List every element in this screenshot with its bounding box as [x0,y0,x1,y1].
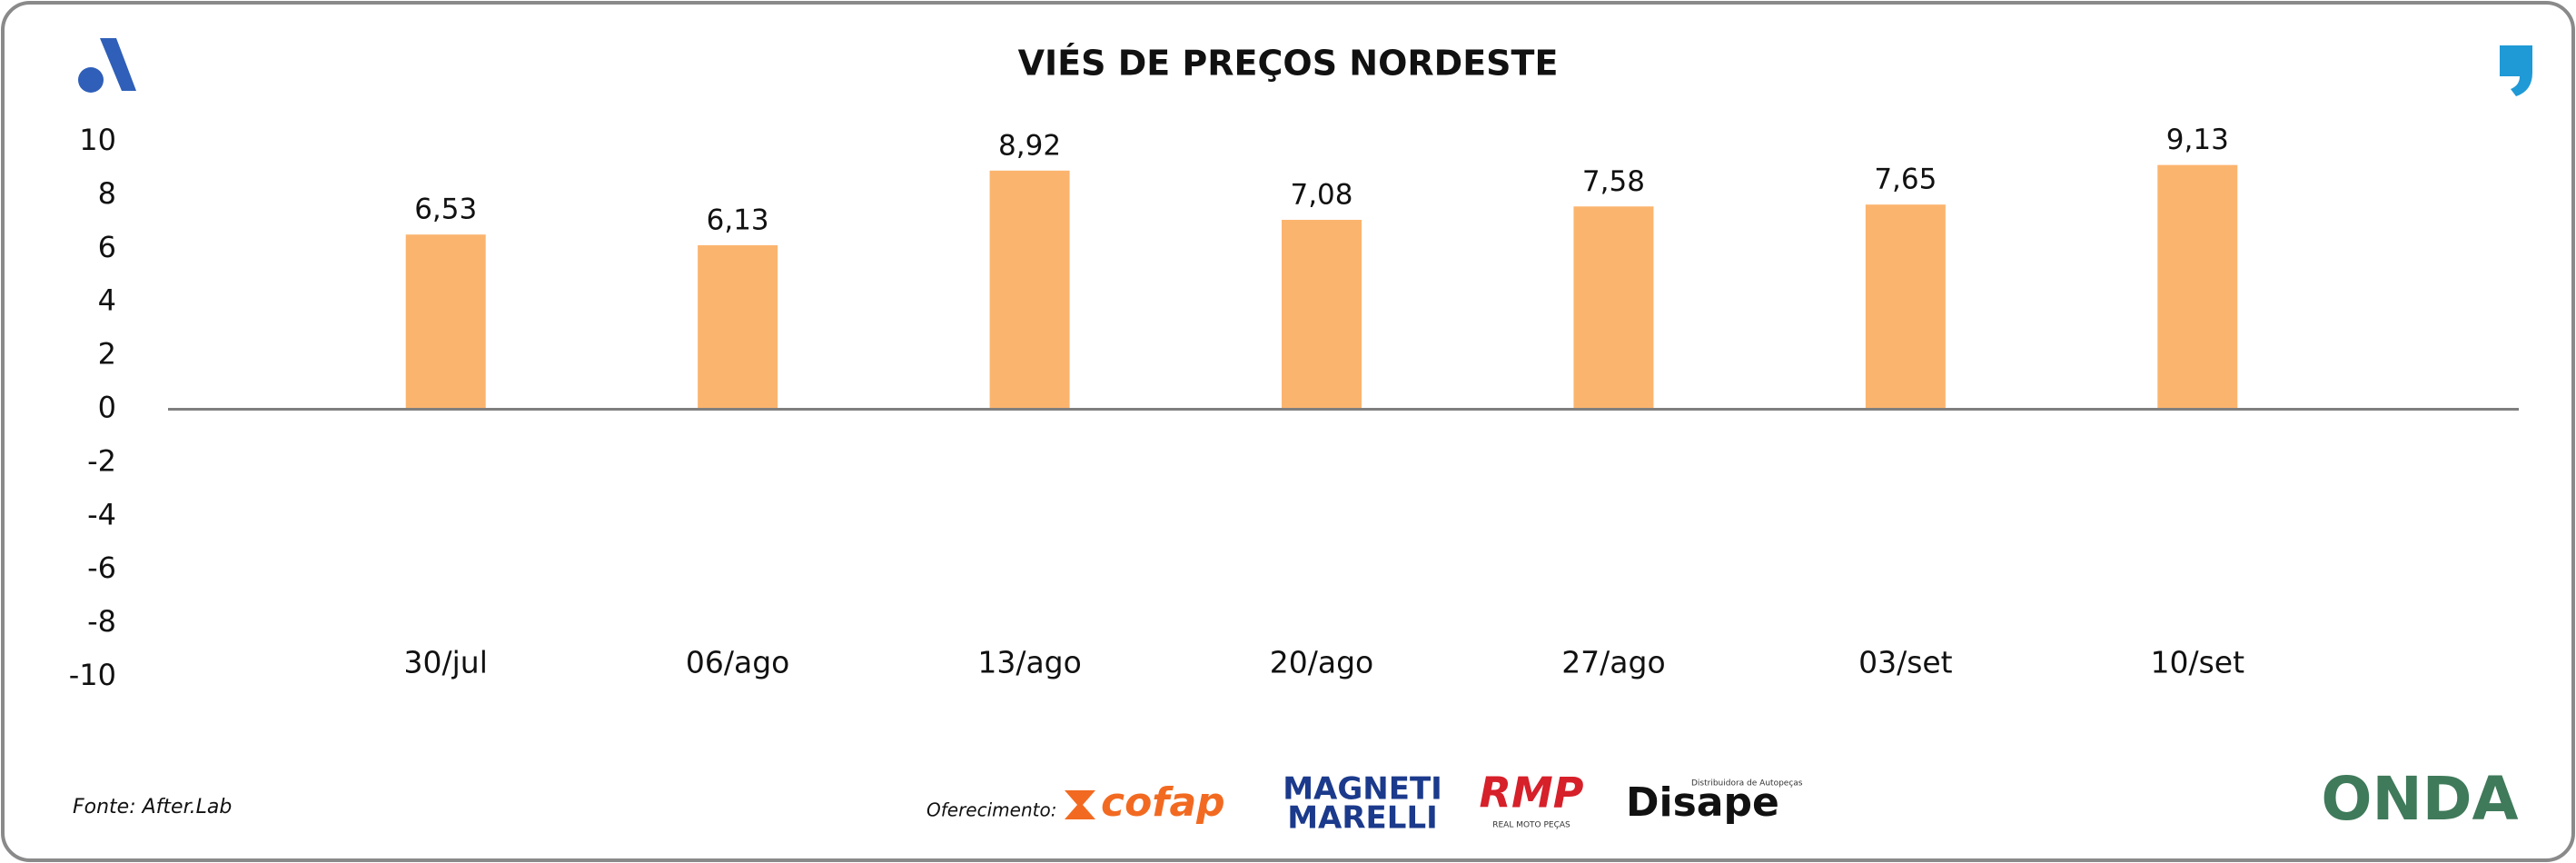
x-tick-label: 30/jul [404,645,488,680]
brand: ONDA [2321,764,2518,834]
sponsor-label: Oferecimento: [926,799,1056,821]
sponsor-name: MAGNETI [1283,771,1442,808]
bar [1865,204,1946,410]
bar [698,244,778,410]
y-tick-label: -4 [87,497,116,531]
bar [405,234,486,410]
y-tick-label: -10 [69,658,116,692]
y-tick-label: 0 [98,391,116,425]
sponsor-cofap: cofap [1065,779,1225,826]
y-tick-label: 6 [98,230,116,264]
x-tick-label: 06/ago [686,645,789,680]
x-tick-label: 03/set [1858,645,1953,680]
sponsor-name: Disape [1626,779,1779,826]
x-tick-label: 13/ago [977,645,1081,680]
x-tick-label: 27/ago [1561,645,1665,680]
y-tick-label: 4 [98,283,116,318]
value-label: 7,65 [1874,164,1937,196]
x-tick-label: 20/ago [1270,645,1373,680]
bar [1282,219,1362,410]
sponsor-name: cofap [1101,779,1225,826]
y-tick-label: 2 [98,337,116,372]
sponsor-tagline: Distribuidora de Autopeças [1691,779,1803,789]
value-label: 6,53 [414,193,477,226]
y-tick-label: -2 [87,443,116,478]
chart-title: VIÉS DE PREÇOS NORDESTE [1018,44,1559,84]
bar [989,170,1070,410]
sponsor-name: RMP [1480,769,1584,818]
bar [1573,206,1654,410]
x-tick-label: 10/set [2151,645,2245,680]
logo-a [78,38,136,93]
value-label: 6,13 [707,203,769,236]
source: Fonte: After.Lab [73,796,232,818]
y-tick-label: -6 [87,551,116,585]
logo-quote [2500,45,2532,96]
bar [2157,164,2238,410]
y-tick-label: 10 [79,123,116,157]
sponsor-tagline: REAL MOTO PEÇAS [1492,821,1570,830]
y-tick-label: 8 [98,176,116,211]
sponsor-name: MARELLI [1287,800,1438,837]
value-label: 9,13 [2166,124,2229,156]
y-tick-label: -8 [87,604,116,639]
value-label: 8,92 [998,129,1061,162]
value-label: 7,08 [1290,178,1352,211]
value-label: 7,58 [1582,165,1645,198]
